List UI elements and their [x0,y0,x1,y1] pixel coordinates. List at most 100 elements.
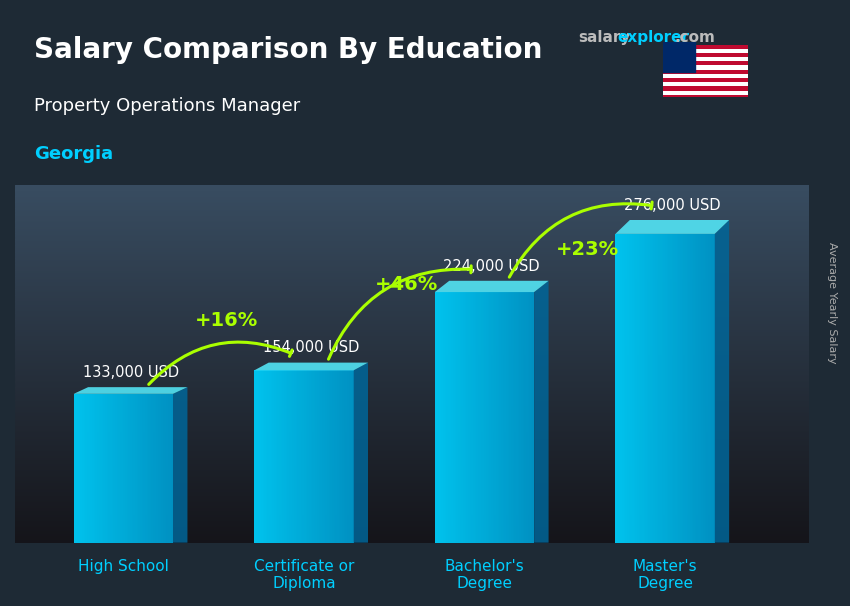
Polygon shape [80,394,82,542]
Polygon shape [158,394,160,542]
Bar [15,435,809,436]
Polygon shape [448,292,450,542]
Bar [15,229,809,230]
Polygon shape [315,370,317,542]
Polygon shape [631,234,632,542]
Bar [15,358,809,359]
Bar [15,328,809,329]
Polygon shape [254,370,354,542]
Polygon shape [110,394,111,542]
Bar [15,521,809,522]
Polygon shape [617,234,619,542]
Polygon shape [528,292,530,542]
Bar [15,439,809,440]
Polygon shape [502,292,504,542]
Polygon shape [299,370,301,542]
Bar [15,503,809,504]
Polygon shape [296,370,297,542]
Polygon shape [289,370,291,542]
Polygon shape [696,234,698,542]
Polygon shape [465,292,467,542]
Polygon shape [471,292,473,542]
Bar [15,507,809,508]
Bar [15,505,809,507]
Polygon shape [455,292,456,542]
Bar [15,319,809,321]
Bar [15,241,809,242]
Bar [15,471,809,472]
Bar [15,339,809,340]
Polygon shape [287,370,289,542]
Bar [15,201,809,202]
Bar [15,427,809,428]
Bar [15,273,809,274]
Bar [15,526,809,527]
Polygon shape [633,234,635,542]
Polygon shape [445,292,446,542]
Bar [15,299,809,301]
Polygon shape [513,292,514,542]
Bar [15,292,809,293]
Polygon shape [511,292,513,542]
Text: Salary Comparison By Education: Salary Comparison By Education [34,36,542,64]
Bar [15,479,809,481]
Text: +23%: +23% [556,239,619,259]
Bar [15,388,809,390]
Polygon shape [162,394,163,542]
Bar [15,265,809,266]
Bar [15,510,809,511]
Bar [15,393,809,395]
Bar [15,356,809,358]
Polygon shape [690,234,692,542]
Polygon shape [354,362,368,542]
Polygon shape [76,394,77,542]
Polygon shape [271,370,273,542]
Polygon shape [619,234,620,542]
Polygon shape [530,292,532,542]
Bar [15,403,809,404]
Polygon shape [483,292,484,542]
Polygon shape [665,234,666,542]
Bar [15,297,809,298]
Bar [15,399,809,401]
Bar [663,44,748,48]
Polygon shape [680,234,682,542]
Polygon shape [703,234,705,542]
Bar [15,513,809,514]
Bar [663,87,748,91]
Bar [15,261,809,262]
Polygon shape [650,234,652,542]
Bar [15,462,809,463]
Bar [15,278,809,279]
Bar [15,211,809,212]
Polygon shape [484,292,486,542]
Bar [15,275,809,276]
Polygon shape [150,394,151,542]
Bar [15,445,809,446]
Polygon shape [143,394,144,542]
Polygon shape [342,370,343,542]
Bar [15,206,809,207]
Bar [15,264,809,265]
Polygon shape [620,234,622,542]
Polygon shape [687,234,689,542]
Polygon shape [82,394,83,542]
Bar [15,334,809,335]
Polygon shape [284,370,286,542]
Polygon shape [92,394,94,542]
Bar [15,487,809,488]
Bar [15,515,809,516]
Polygon shape [286,370,287,542]
Bar [15,192,809,193]
Bar [15,359,809,360]
Polygon shape [446,292,448,542]
Bar [15,238,809,239]
Polygon shape [532,292,534,542]
Bar [15,451,809,452]
Polygon shape [74,387,188,394]
Polygon shape [88,394,90,542]
Polygon shape [647,234,649,542]
Polygon shape [332,370,334,542]
Polygon shape [638,234,640,542]
Bar [15,249,809,250]
